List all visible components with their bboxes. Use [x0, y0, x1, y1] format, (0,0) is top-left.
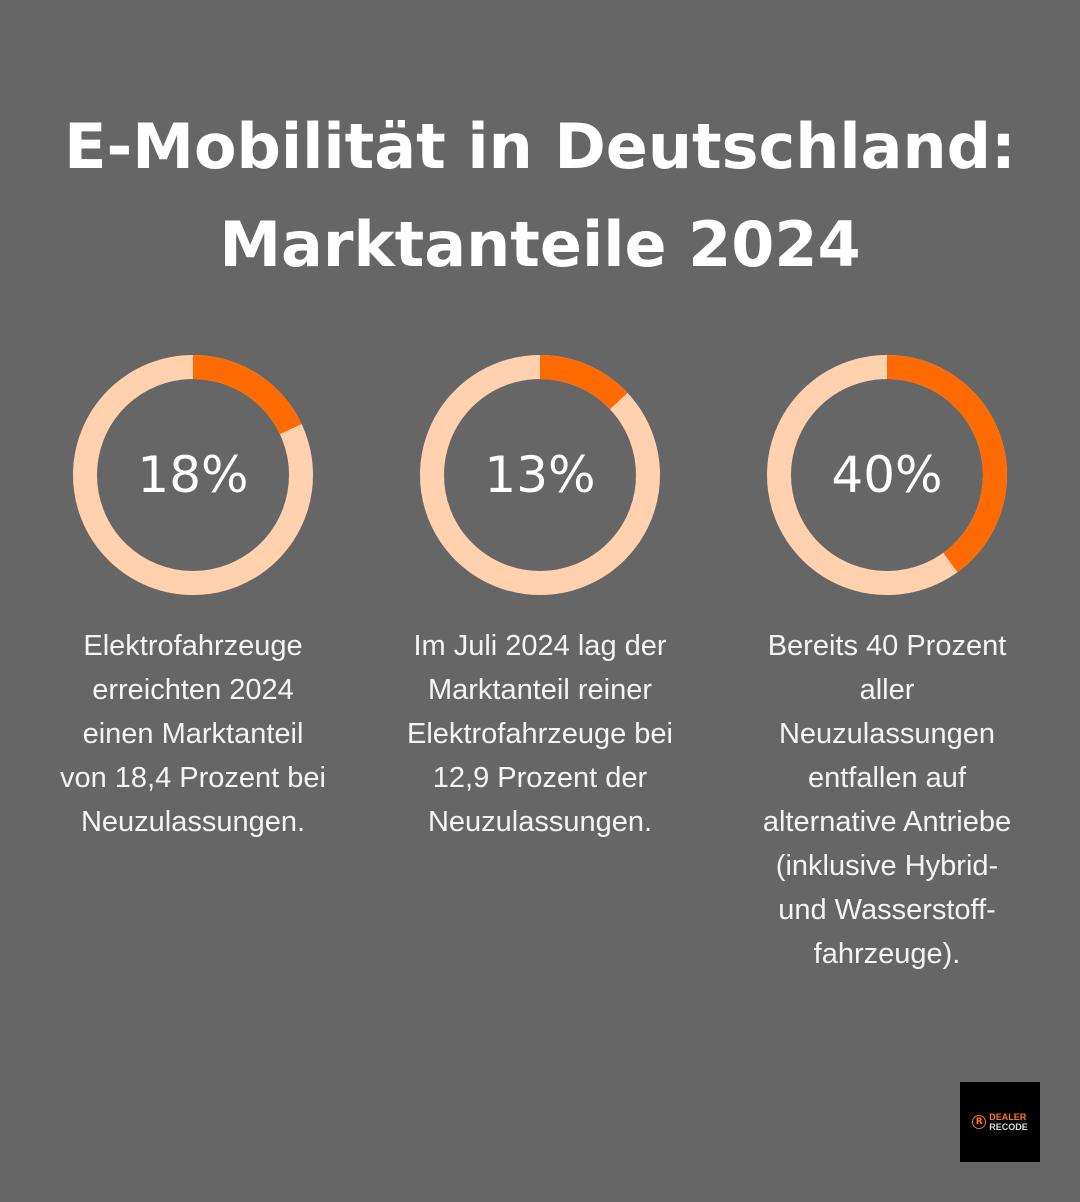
- description-line: Neuzulassungen.: [427, 806, 653, 838]
- description-line: Neuzulassungen.: [80, 806, 306, 838]
- description-line: einen Marktanteil: [82, 718, 304, 750]
- description-line: 12,9 Prozent der: [432, 762, 648, 794]
- description-line: fahrzeuge).: [813, 938, 961, 970]
- description-line: erreichten 2024: [92, 674, 294, 706]
- dealer-recode-logo: R DEALER RECODE: [960, 1082, 1040, 1162]
- donut-value-arc: [767, 355, 1007, 595]
- donut-value-arc: [73, 355, 313, 595]
- description-line: von 18,4 Prozent bei: [59, 762, 326, 794]
- description-line: Bereits 40 Prozent: [767, 630, 1007, 662]
- donut-card: 18% Elektrofahrzeuge erreichten 2024 einen …: [23, 354, 363, 844]
- donut-description: Im Juli 2024 lag der Marktanteil reiner El…: [370, 624, 710, 844]
- page-title: E-Mobilität in Deutschland: Marktanteile…: [0, 98, 1080, 294]
- donut-value-arc: [420, 355, 660, 595]
- donut-description: Bereits 40 Prozent aller Neuzulassungen ent…: [717, 624, 1057, 976]
- logo-mark-icon: R: [972, 1115, 987, 1129]
- description-line: (inklusive Hybrid-: [775, 850, 999, 882]
- description-line: Elektrofahrzeuge bei: [407, 718, 673, 750]
- description-line: alternative Antriebe: [762, 806, 1012, 838]
- description-line: Im Juli 2024 lag der: [413, 630, 667, 662]
- description-line: Marktanteil reiner: [427, 674, 653, 706]
- donut-label: 40%: [831, 446, 942, 504]
- title-line-1: E-Mobilität in Deutschland:: [64, 110, 1016, 183]
- description-line: aller: [859, 674, 915, 706]
- donut-chart: 13%: [420, 355, 660, 595]
- donut-chart: 18%: [73, 355, 313, 595]
- description-line: und Wasserstoff-: [778, 894, 996, 926]
- title-line-2: Marktanteile 2024: [219, 208, 861, 281]
- description-line: Elektrofahrzeuge: [83, 630, 303, 662]
- donut-card: 13% Im Juli 2024 lag der Marktanteil reine…: [370, 354, 710, 844]
- description-line: Neuzulassungen: [778, 718, 996, 750]
- donut-label: 13%: [484, 446, 595, 504]
- description-line: entfallen auf: [807, 762, 966, 794]
- donut-card: 40% Bereits 40 Prozent aller Neuzulassungen…: [717, 354, 1057, 976]
- donut-chart: 40%: [767, 355, 1007, 595]
- donut-label: 18%: [137, 446, 248, 504]
- donut-description: Elektrofahrzeuge erreichten 2024 einen Mar…: [23, 624, 363, 844]
